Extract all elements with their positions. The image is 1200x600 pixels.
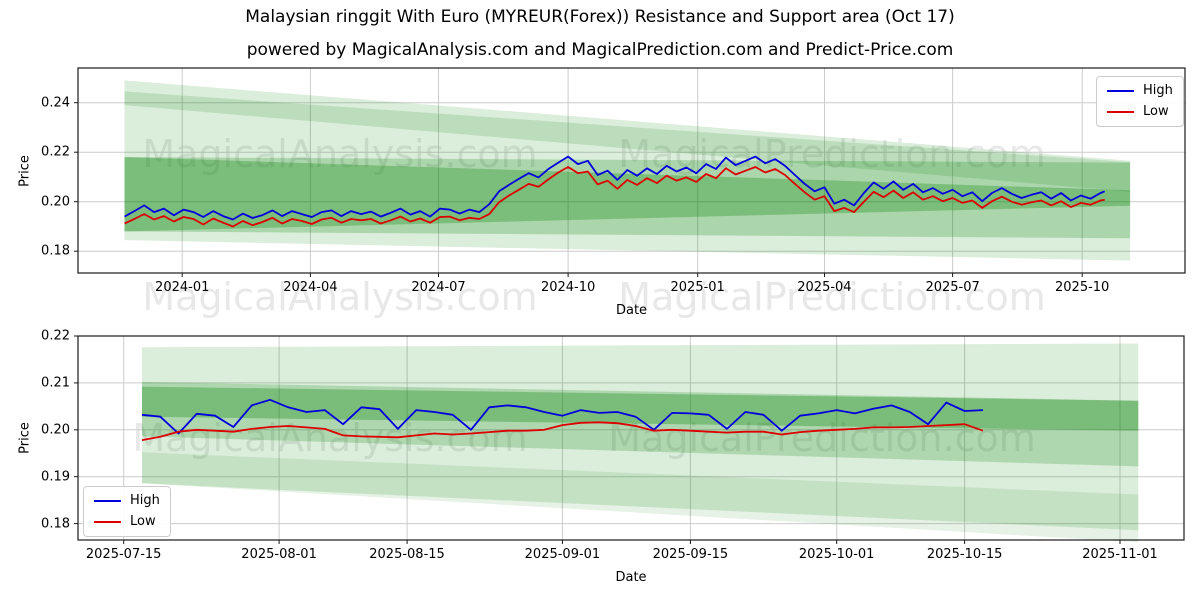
y-tick-label: 0.20 bbox=[41, 422, 70, 438]
top-high-legend-label: High bbox=[1143, 83, 1173, 98]
x-tick-label: 2025-08-01 bbox=[241, 547, 317, 562]
y-tick-label: 0.18 bbox=[41, 243, 70, 259]
x-tick-label: 2025-10-01 bbox=[798, 547, 875, 562]
x-tick-label: 2024-04 bbox=[283, 280, 338, 295]
x-tick-label: 2025-08-15 bbox=[369, 547, 445, 562]
bottom-low-legend-label: Low bbox=[130, 514, 156, 529]
x-tick-label: 2025-07-15 bbox=[85, 547, 162, 562]
bottom-legend-item-low: Low bbox=[94, 515, 160, 529]
top-plot-canvas bbox=[74, 67, 1186, 277]
x-tick-label: 2025-04 bbox=[797, 280, 852, 295]
top-low-legend-label: Low bbox=[1143, 104, 1169, 119]
x-tick-label: 2024-10 bbox=[540, 280, 596, 295]
bottom-date-axis-label: Date bbox=[615, 570, 647, 585]
y-tick-label: 0.19 bbox=[41, 469, 70, 485]
x-tick-label: 2024-07 bbox=[411, 280, 466, 295]
figure-subtitle: powered by MagicalAnalysis.com and Magic… bbox=[246, 40, 954, 60]
low-line-swatch bbox=[1107, 111, 1134, 113]
y-tick-label: 0.20 bbox=[41, 194, 70, 210]
y-tick-label: 0.18 bbox=[41, 516, 70, 532]
top-date-axis-label: Date bbox=[615, 303, 648, 318]
x-tick-label: 2025-07 bbox=[925, 280, 980, 295]
x-tick-label: 2025-09-01 bbox=[524, 547, 601, 562]
bottom-chart: Price Date High Low 2025-07-15 2025-08-01… bbox=[18, 329, 1185, 585]
figure-title: Malaysian ringgit With Euro (MYREUR(Fore… bbox=[245, 7, 955, 27]
bottom-plot-canvas bbox=[74, 335, 1185, 544]
y-tick-label: 0.22 bbox=[41, 328, 70, 344]
x-tick-label: 2025-01 bbox=[670, 280, 725, 295]
top-legend: High Low bbox=[1096, 76, 1184, 127]
bottom-legend-item-high: High bbox=[94, 494, 160, 508]
x-tick-label: 2024-01 bbox=[155, 280, 210, 295]
bottom-legend: High Low bbox=[83, 486, 171, 537]
x-tick-label: 2025-11-01 bbox=[1082, 547, 1158, 562]
low-line-swatch bbox=[94, 521, 121, 523]
top-legend-item-high: High bbox=[1107, 84, 1173, 98]
bottom-high-legend-label: High bbox=[130, 493, 160, 508]
high-line-swatch bbox=[1107, 90, 1134, 92]
x-tick-label: 2025-10 bbox=[1055, 280, 1110, 295]
y-tick-label: 0.24 bbox=[41, 95, 70, 111]
top-legend-item-low: Low bbox=[1107, 105, 1173, 119]
top-chart: Price Date High Low 2024-01 2024-04 2024-0… bbox=[18, 67, 1186, 318]
high-line-swatch bbox=[94, 500, 121, 502]
y-tick-label: 0.21 bbox=[41, 375, 70, 391]
y-tick-label: 0.22 bbox=[41, 144, 70, 160]
x-tick-label: 2025-09-15 bbox=[652, 547, 729, 562]
x-tick-label: 2025-10-15 bbox=[926, 547, 1003, 562]
